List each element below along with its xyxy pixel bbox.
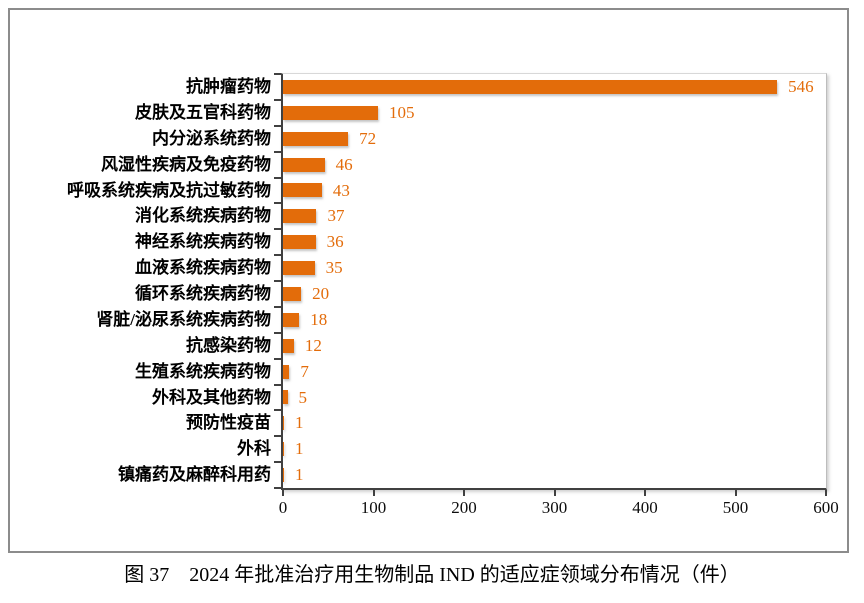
x-axis-tick <box>372 490 375 496</box>
y-axis-tick <box>274 150 281 153</box>
value-label: 43 <box>332 180 350 200</box>
category-label: 神经系统疾病药物 <box>135 232 271 252</box>
bar <box>283 235 316 250</box>
value-label: 105 <box>389 102 415 122</box>
y-axis-tick <box>274 228 281 231</box>
value-label: 37 <box>327 206 345 226</box>
bar <box>283 105 379 120</box>
category-label: 血液系统疾病药物 <box>135 258 271 278</box>
bar <box>283 183 322 198</box>
y-axis-tick <box>274 461 281 464</box>
value-label: 546 <box>788 77 814 96</box>
value-label: 5 <box>298 387 308 407</box>
x-axis-tick-label: 200 <box>451 498 477 517</box>
bar <box>283 416 284 431</box>
value-label: 7 <box>300 361 309 381</box>
x-axis-tick <box>282 490 284 496</box>
bar <box>283 131 349 146</box>
y-axis-tick <box>274 305 281 308</box>
bar <box>283 442 284 457</box>
category-label: 生殖系统疾病药物 <box>135 361 271 381</box>
y-axis-tick <box>274 357 281 360</box>
y-axis-tick <box>274 124 281 127</box>
x-axis-tick <box>463 490 465 496</box>
y-axis-tick <box>274 409 281 412</box>
x-axis-tick <box>553 490 556 496</box>
bar <box>283 338 294 353</box>
category-label: 外科 <box>237 439 271 459</box>
x-axis-tick <box>734 490 737 496</box>
category-label: 预防性疫苗 <box>186 413 271 433</box>
value-label: 1 <box>295 465 304 485</box>
bar <box>283 157 325 172</box>
value-label: 46 <box>335 154 353 174</box>
bar <box>283 468 284 483</box>
plot-area: 546 105 72 46 43 37 36 35 20 18 12 7 5 1 1 1 <box>281 73 827 490</box>
x-axis-tick-label: 400 <box>632 498 658 517</box>
category-axis: 抗肿瘤药物皮肤及五官科药物内分泌系统药物风湿性疾病及免疫药物呼吸系统疾病及抗过敏… <box>10 74 271 488</box>
value-label: 18 <box>310 309 328 329</box>
y-axis-tick <box>274 176 281 179</box>
y-axis-tick <box>274 73 281 75</box>
value-label: 36 <box>326 232 344 252</box>
x-axis-tick-label: 300 <box>541 498 568 517</box>
bar <box>283 261 315 276</box>
category-label: 肾脏/泌尿系统疾病药物 <box>96 309 271 329</box>
category-label: 内分泌系统药物 <box>152 128 271 148</box>
value-label: 1 <box>295 439 304 459</box>
bar <box>283 209 317 224</box>
bar <box>283 79 778 94</box>
chart-frame: 546 105 72 46 43 37 36 35 20 18 12 7 5 1 1 1 抗肿瘤药物皮肤及五官… <box>8 8 849 553</box>
value-label: 35 <box>325 258 343 278</box>
category-label: 皮肤及五官科药物 <box>135 102 271 122</box>
category-label: 镇痛药及麻醉科用药 <box>118 465 271 485</box>
bar <box>283 312 300 327</box>
figure-caption: 图 37 2024 年批准治疗用生物制品 IND 的适应症领域分布情况（件） <box>124 564 740 586</box>
x-axis-tick-label: 100 <box>360 498 387 517</box>
y-axis-tick <box>274 98 281 101</box>
y-axis-tick <box>274 280 281 282</box>
y-axis-tick <box>274 331 281 334</box>
bar <box>283 364 290 379</box>
bar <box>283 390 288 405</box>
value-label: 12 <box>304 335 322 355</box>
y-axis-tick <box>274 202 281 205</box>
category-label: 消化系统疾病药物 <box>135 206 271 226</box>
y-axis-tick <box>274 254 281 257</box>
x-axis-tick-label: 500 <box>722 498 749 517</box>
value-label: 1 <box>295 413 304 433</box>
category-label: 抗肿瘤药物 <box>186 77 271 96</box>
y-axis-tick <box>274 435 281 438</box>
bar <box>283 286 302 301</box>
value-label: 72 <box>359 128 377 148</box>
category-label: 抗感染药物 <box>186 335 271 355</box>
value-label: 20 <box>312 284 330 303</box>
category-label: 风湿性疾病及免疫药物 <box>101 154 271 174</box>
x-axis-tick-label: 0 <box>278 498 288 517</box>
y-axis-tick <box>274 383 281 386</box>
category-label: 循环系统疾病药物 <box>135 284 271 303</box>
x-axis-tick <box>825 490 827 496</box>
category-label: 外科及其他药物 <box>152 387 271 407</box>
y-axis-tick <box>274 487 281 489</box>
x-axis-tick-label: 600 <box>813 498 839 517</box>
category-label: 呼吸系统疾病及抗过敏药物 <box>67 180 271 200</box>
x-axis-tick <box>644 490 646 496</box>
